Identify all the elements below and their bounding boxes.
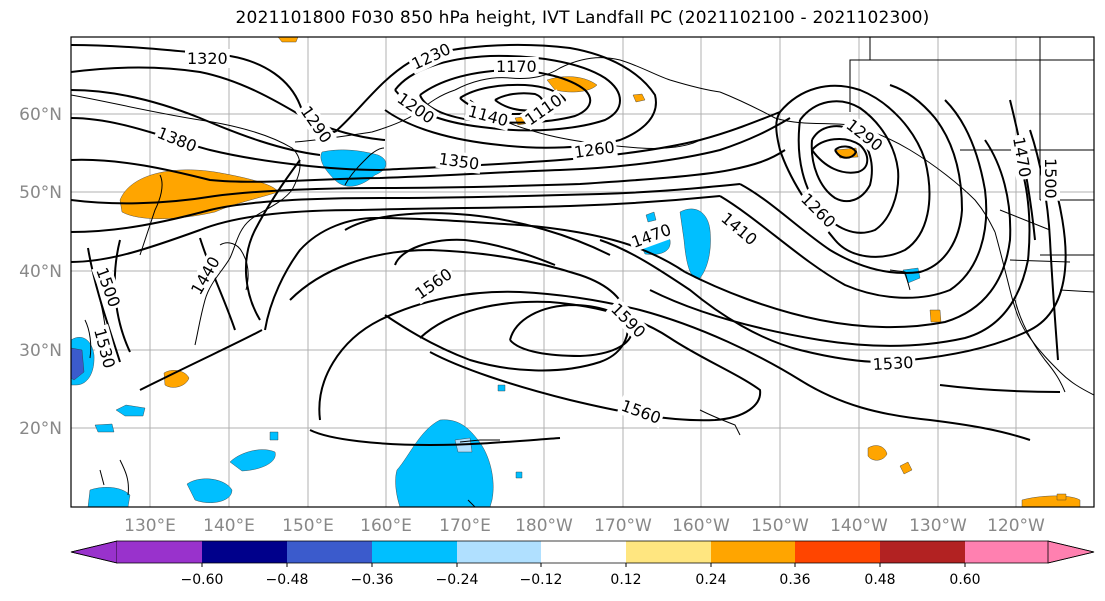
- lon-label: 180°W: [515, 516, 573, 536]
- colorbar-tick-label: 0.48: [864, 572, 895, 588]
- lon-label: 140°E: [203, 516, 255, 536]
- lat-label: 40°N: [19, 262, 62, 282]
- colorbar-tick-label: 0.36: [779, 572, 810, 588]
- colorbar-bin: [880, 541, 965, 563]
- lat-label: 50°N: [19, 183, 62, 203]
- colorbar-tick-label: −0.24: [436, 572, 479, 588]
- map-plot-area: 1320 1230 1170 1200 1140 1110 1290 1380 …: [71, 37, 1094, 507]
- colorbar-tick-label: −0.36: [351, 572, 394, 588]
- lon-label: 170°W: [594, 516, 652, 536]
- lon-label: 160°E: [360, 516, 412, 536]
- contour-label: 1500: [1041, 158, 1060, 199]
- lon-label: 160°W: [672, 516, 730, 536]
- colorbar-tick-label: −0.60: [181, 572, 224, 588]
- lon-label: 120°W: [987, 516, 1045, 536]
- colorbar-bin: [202, 541, 287, 563]
- colorbar-bin: [626, 541, 711, 563]
- map-frame: [70, 36, 1095, 508]
- colorbar-bin: [541, 541, 626, 563]
- colorbar-tick-label: −0.12: [520, 572, 563, 588]
- contour-label: 1320: [187, 49, 228, 68]
- colorbar-tick-label: 0.12: [610, 572, 641, 588]
- colorbar-tick-label: 0.24: [695, 572, 726, 588]
- lon-label: 150°E: [282, 516, 334, 536]
- map-title: 2021101800 F030 850 hPa height, IVT Land…: [235, 8, 930, 28]
- colorbar: −0.60 −0.48 −0.36 −0.24 −0.12 0.12 0.24 …: [70, 540, 1095, 588]
- lat-label: 60°N: [19, 105, 62, 125]
- lon-label: 130°E: [124, 516, 176, 536]
- colorbar-tick-label: −0.48: [266, 572, 309, 588]
- lon-label: 140°W: [830, 516, 888, 536]
- colorbar-bin: [795, 541, 880, 563]
- colorbar-bin: [711, 541, 795, 563]
- colorbar-bin: [965, 541, 1048, 563]
- lon-label: 150°W: [751, 516, 809, 536]
- colorbar-extend-low: [70, 540, 118, 564]
- contour-label: 1170: [496, 57, 537, 76]
- lon-label: 130°W: [909, 516, 967, 536]
- latitude-labels: 60°N 50°N 40°N 30°N 20°N: [19, 105, 62, 439]
- longitude-labels: 130°E 140°E 150°E 160°E 170°E 180°W 170°…: [124, 516, 1045, 536]
- lat-label: 20°N: [19, 419, 62, 439]
- contour-label: 1530: [872, 353, 914, 374]
- colorbar-bin: [287, 541, 372, 563]
- colorbar-tick-label: 0.60: [949, 572, 980, 588]
- colorbar-bin: [117, 541, 202, 563]
- lon-label: 170°E: [439, 516, 491, 536]
- lat-label: 30°N: [19, 341, 62, 361]
- colorbar-bin: [457, 541, 541, 563]
- colorbar-bin: [372, 541, 457, 563]
- colorbar-extend-high: [1047, 540, 1095, 564]
